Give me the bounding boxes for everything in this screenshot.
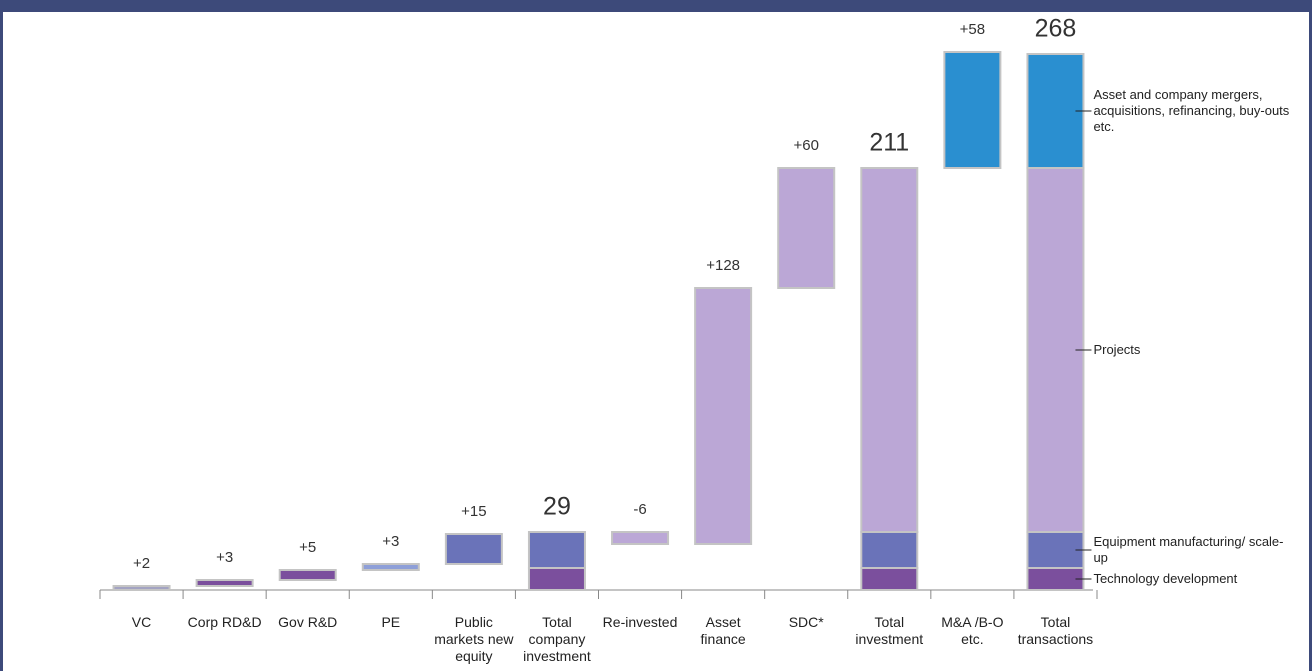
bar — [1026, 167, 1085, 533]
legend-label: Equipment manufacturing/ scale-up — [1093, 534, 1284, 565]
bar — [444, 533, 503, 565]
value-label: +128 — [706, 257, 740, 274]
x-tick-label: Re-invested — [602, 614, 678, 630]
x-tick-label: PE — [381, 614, 401, 630]
legend-label: Projects — [1093, 342, 1141, 357]
legend-label: Technology development — [1093, 571, 1238, 586]
value-label: +3 — [216, 549, 233, 566]
bar — [527, 531, 586, 569]
legend-label: Asset and company mergers, acquisitions,… — [1093, 87, 1290, 134]
x-tick-label: Public markets new equity — [434, 614, 514, 664]
x-tick-label: M&A /B-O etc. — [941, 614, 1004, 647]
bar — [860, 167, 919, 533]
x-tick-label: Total company investment — [523, 614, 591, 664]
value-label: +3 — [382, 533, 399, 550]
bar — [694, 287, 753, 545]
bar — [112, 585, 171, 591]
value-label: +2 — [133, 555, 150, 572]
bar — [361, 563, 420, 571]
value-label: +5 — [299, 539, 316, 556]
x-tick-label: Total investment — [855, 614, 924, 647]
value-label: +58 — [960, 21, 985, 38]
bar — [195, 579, 254, 587]
bar — [777, 167, 836, 289]
bar — [860, 567, 919, 591]
bar — [943, 51, 1002, 169]
bar — [1026, 53, 1085, 169]
x-tick-label: Gov R&D — [278, 614, 338, 630]
total-label: 29 — [543, 493, 571, 521]
bar — [278, 569, 337, 581]
x-tick-label: Corp RD&D — [187, 614, 262, 630]
x-tick-label: Asset finance — [700, 614, 746, 647]
total-label: 268 — [1035, 15, 1077, 43]
value-label: +60 — [793, 137, 818, 154]
bar — [1026, 531, 1085, 569]
bar — [527, 567, 586, 591]
x-tick-label: VC — [131, 614, 152, 630]
value-label: -6 — [633, 501, 646, 518]
x-tick-label: SDC* — [788, 614, 824, 630]
bar — [860, 531, 919, 569]
bar — [1026, 567, 1085, 591]
value-label: +15 — [461, 503, 486, 520]
total-label: 211 — [869, 129, 909, 157]
bar — [611, 531, 670, 545]
x-tick-label: Total transactions — [1017, 614, 1094, 647]
